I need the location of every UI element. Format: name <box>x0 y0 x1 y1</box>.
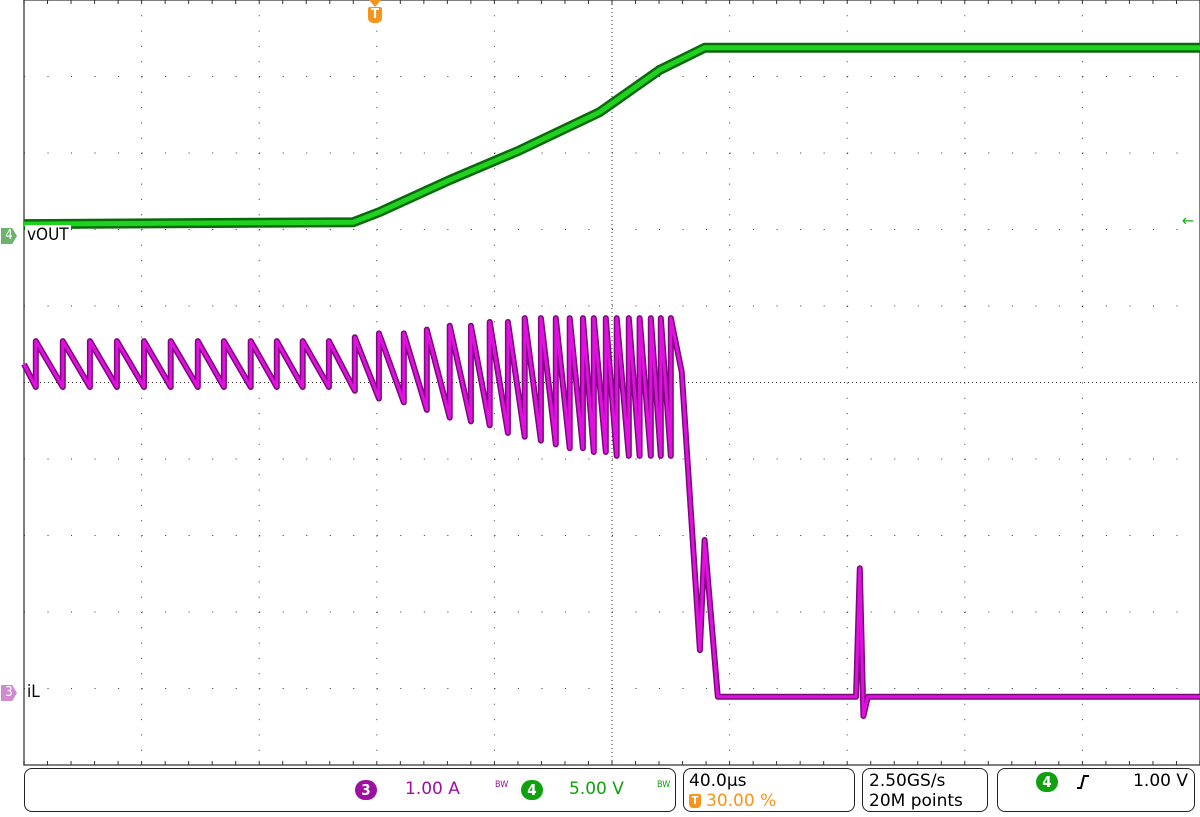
trigger-position-marker[interactable]: T <box>368 0 383 23</box>
rising-edge-icon <box>1077 775 1089 789</box>
record-length: 20M points <box>869 791 963 811</box>
timebase-panel[interactable]: 40.0µs T 30.00 % <box>683 768 855 812</box>
ch4-ground-marker[interactable]: 4 <box>1 228 17 244</box>
sample-rate: 2.50GS/s <box>869 771 946 791</box>
ch4-bandwidth-limit: BW <box>657 780 671 790</box>
trace-vOUT <box>23 45 1200 227</box>
ch3-bandwidth-limit: BW <box>495 780 509 790</box>
acquisition-panel[interactable]: 2.50GS/s 20M points <box>862 768 988 812</box>
traces <box>21 42 1200 719</box>
ch3-badge: 3 <box>355 780 377 800</box>
ch4-badge: 4 <box>521 780 543 800</box>
channel-scale-panel[interactable]: 3 1.00 A BW 4 5.00 V BW <box>24 768 676 812</box>
trigger-position: 30.00 % <box>706 791 777 811</box>
trigger-source-badge: 4 <box>1036 772 1058 792</box>
trigger-level-arrow-icon[interactable]: ← <box>1182 211 1195 230</box>
ch4-scale: 5.00 V <box>569 779 624 799</box>
ch3-scale: 1.00 A <box>405 779 460 799</box>
trigger-t-icon: T <box>368 7 382 23</box>
trigger-panel[interactable]: 4 1.00 V <box>997 768 1195 812</box>
trigger-position-icon: T <box>689 794 701 808</box>
ch3-ground-marker[interactable]: 3 <box>1 685 17 701</box>
trigger-level: 1.00 V <box>1133 771 1188 791</box>
timebase: 40.0µs <box>689 771 747 791</box>
ch3-trace-label: iL <box>25 682 42 702</box>
trace-iL <box>22 316 1200 718</box>
ch4-trace-label: vOUT <box>25 225 71 245</box>
